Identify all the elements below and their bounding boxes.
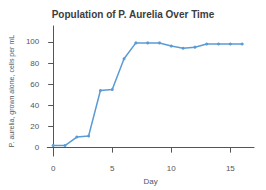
svg-text:40: 40 [30,101,39,110]
svg-text:P. aurelia, grown alone, cells: P. aurelia, grown alone, cells per mL [8,35,16,147]
svg-text:80: 80 [30,59,39,68]
svg-text:100: 100 [26,37,40,46]
svg-text:Population of P. Aurelia Over: Population of P. Aurelia Over Time [52,9,215,20]
svg-text:20: 20 [30,122,39,131]
svg-text:60: 60 [30,80,39,89]
svg-text:0: 0 [51,164,56,173]
svg-text:0: 0 [35,143,40,152]
svg-text:15: 15 [226,164,235,173]
svg-text:10: 10 [167,164,176,173]
svg-text:5: 5 [110,164,115,173]
svg-text:Day: Day [144,177,158,186]
